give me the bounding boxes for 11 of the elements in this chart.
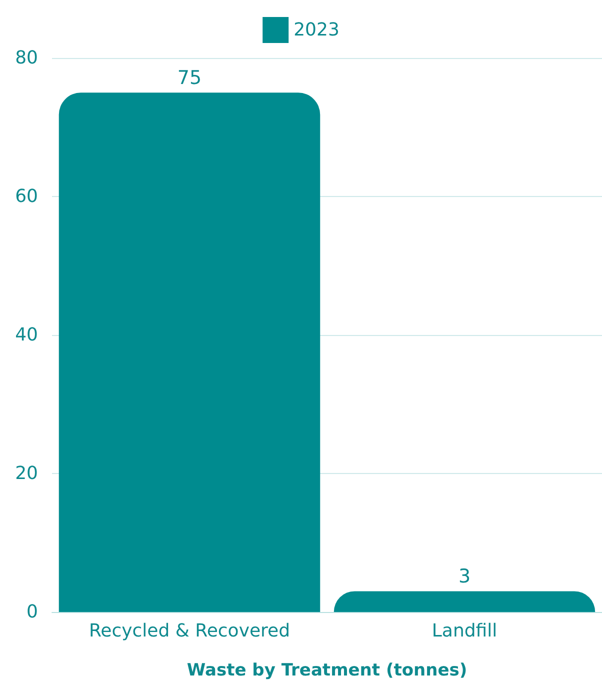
data-label: 75 [177, 67, 202, 90]
data-label: 3 [458, 566, 471, 588]
y-tick-label: 0 [26, 602, 38, 622]
y-tick-label: 60 [15, 186, 38, 207]
y-tick-label: 40 [15, 324, 38, 346]
y-tick-label: 80 [15, 48, 38, 68]
x-tick-label: Landfill [432, 620, 498, 642]
x-tick-label: Recycled & Recovered [88, 620, 290, 642]
legend-label: 2023 [294, 20, 340, 40]
y-tick-label: 20 [15, 463, 38, 484]
x-axis-title: Waste by Treatment (tonnes) [186, 660, 468, 680]
